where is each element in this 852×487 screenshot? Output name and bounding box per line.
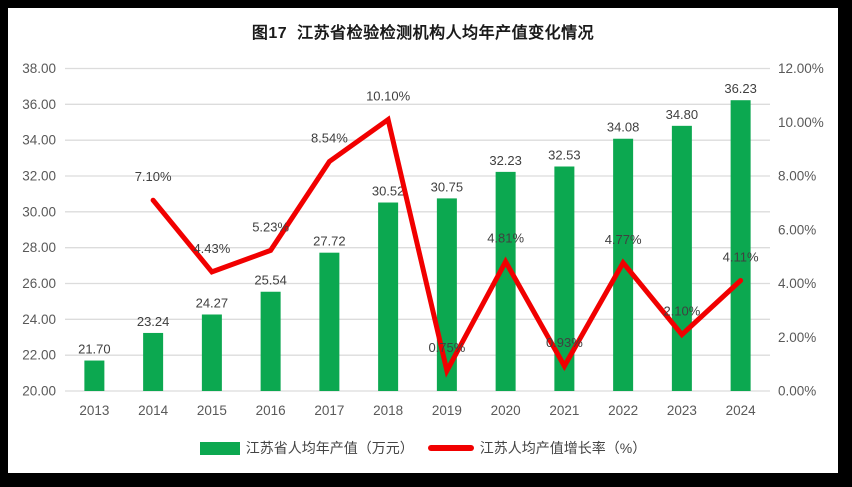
- svg-text:5.23%: 5.23%: [252, 219, 289, 234]
- chart-title: 图17 江苏省检验检测机构人均年产值变化情况: [251, 25, 595, 42]
- chart-frame: 图17 江苏省检验检测机构人均年产值变化情况 20.00 22.00 24.00 26…: [8, 8, 838, 473]
- svg-text:10.00%: 10.00%: [778, 115, 824, 130]
- svg-text:2018: 2018: [373, 403, 403, 418]
- line-series-swatch-icon: [427, 445, 474, 451]
- svg-text:23.24: 23.24: [137, 314, 170, 329]
- svg-text:32.23: 32.23: [489, 153, 522, 168]
- svg-text:10.10%: 10.10%: [366, 89, 411, 104]
- svg-text:30.75: 30.75: [431, 179, 464, 194]
- svg-text:2016: 2016: [256, 403, 286, 418]
- bar-series-label: 江苏省人均年产值（万元）: [245, 440, 414, 456]
- svg-text:4.11%: 4.11%: [723, 250, 759, 265]
- svg-text:2013: 2013: [79, 403, 109, 418]
- svg-text:8.54%: 8.54%: [311, 130, 348, 145]
- chart-canvas: 20.00 22.00 24.00 26.00 28.00 30.00 32.00 34.00…: [22, 61, 824, 418]
- svg-text:2014: 2014: [138, 403, 169, 418]
- svg-text:2015: 2015: [197, 403, 227, 418]
- svg-text:6.00%: 6.00%: [778, 222, 816, 237]
- svg-text:26.00: 26.00: [22, 276, 56, 291]
- svg-text:4.43%: 4.43%: [193, 241, 230, 256]
- svg-text:12.00%: 12.00%: [778, 61, 824, 76]
- svg-text:38.00: 38.00: [22, 61, 56, 76]
- svg-text:32.53: 32.53: [548, 148, 581, 163]
- svg-text:2019: 2019: [432, 403, 462, 418]
- svg-text:34.00: 34.00: [22, 133, 56, 148]
- svg-text:30.52: 30.52: [372, 184, 405, 199]
- legend-item-line-series: 江苏人均产值增长率（%）: [427, 438, 647, 458]
- svg-text:27.72: 27.72: [313, 234, 346, 249]
- svg-text:4.81%: 4.81%: [487, 231, 524, 246]
- svg-text:8.00%: 8.00%: [778, 169, 816, 184]
- svg-text:2022: 2022: [608, 403, 638, 418]
- legend-item-bar-series: 江苏省人均年产值（万元）: [199, 438, 414, 458]
- bar-series-swatch-icon: [199, 441, 240, 455]
- svg-text:34.08: 34.08: [607, 120, 640, 135]
- svg-text:20.00: 20.00: [22, 384, 56, 399]
- legend: 江苏省人均年产值（万元） 江苏人均产值增长率（%）: [8, 438, 838, 458]
- svg-text:2.00%: 2.00%: [778, 330, 816, 345]
- svg-text:30.00: 30.00: [22, 204, 56, 219]
- svg-text:24.00: 24.00: [22, 312, 56, 327]
- svg-text:25.54: 25.54: [254, 273, 287, 288]
- svg-text:2020: 2020: [491, 403, 521, 418]
- svg-text:22.00: 22.00: [22, 348, 56, 363]
- svg-text:2017: 2017: [314, 403, 344, 418]
- svg-text:21.70: 21.70: [78, 342, 111, 357]
- svg-text:36.23: 36.23: [724, 81, 757, 96]
- svg-text:7.10%: 7.10%: [135, 169, 172, 184]
- svg-text:24.27: 24.27: [196, 295, 229, 310]
- svg-text:28.00: 28.00: [22, 240, 56, 255]
- svg-text:0.93%: 0.93%: [546, 335, 583, 350]
- svg-text:2023: 2023: [667, 403, 697, 418]
- svg-text:2.10%: 2.10%: [663, 304, 700, 319]
- svg-text:0.00%: 0.00%: [778, 384, 816, 399]
- svg-text:32.00: 32.00: [22, 169, 56, 184]
- svg-text:4.77%: 4.77%: [605, 232, 642, 247]
- line-series-label: 江苏人均产值增长率（%）: [479, 440, 647, 456]
- svg-text:36.00: 36.00: [22, 97, 56, 112]
- svg-text:0.75%: 0.75%: [428, 340, 465, 355]
- svg-text:2021: 2021: [549, 403, 579, 418]
- svg-text:34.80: 34.80: [666, 107, 699, 122]
- svg-text:4.00%: 4.00%: [778, 276, 816, 291]
- svg-text:2024: 2024: [726, 403, 757, 418]
